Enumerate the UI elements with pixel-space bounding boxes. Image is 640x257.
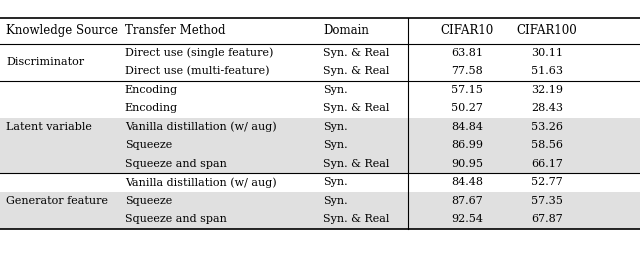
Text: Syn. & Real: Syn. & Real bbox=[323, 48, 390, 58]
Text: Transfer Method: Transfer Method bbox=[125, 24, 225, 37]
Text: 84.48: 84.48 bbox=[451, 178, 483, 187]
Text: Latent variable: Latent variable bbox=[6, 122, 92, 132]
Text: Syn. & Real: Syn. & Real bbox=[323, 104, 390, 113]
Text: Domain: Domain bbox=[323, 24, 369, 37]
Text: Direct use (single feature): Direct use (single feature) bbox=[125, 48, 273, 58]
Text: Vanilla distillation (w/ aug): Vanilla distillation (w/ aug) bbox=[125, 122, 276, 132]
Text: 51.63: 51.63 bbox=[531, 67, 563, 76]
Text: Syn.: Syn. bbox=[323, 196, 348, 206]
Text: 50.27: 50.27 bbox=[451, 104, 483, 113]
Text: 90.95: 90.95 bbox=[451, 159, 483, 169]
Text: 57.35: 57.35 bbox=[531, 196, 563, 206]
Bar bbox=[0, 192, 640, 210]
Text: 84.84: 84.84 bbox=[451, 122, 483, 132]
Text: 66.17: 66.17 bbox=[531, 159, 563, 169]
Text: Encoding: Encoding bbox=[125, 85, 178, 95]
Text: Syn.: Syn. bbox=[323, 141, 348, 150]
Text: 57.15: 57.15 bbox=[451, 85, 483, 95]
Text: 52.77: 52.77 bbox=[531, 178, 563, 187]
Text: Syn. & Real: Syn. & Real bbox=[323, 159, 390, 169]
Bar bbox=[0, 136, 640, 155]
Text: Generator feature: Generator feature bbox=[6, 196, 108, 206]
Text: Squeeze and span: Squeeze and span bbox=[125, 159, 227, 169]
Text: 77.58: 77.58 bbox=[451, 67, 483, 76]
Text: 53.26: 53.26 bbox=[531, 122, 563, 132]
Text: Syn.: Syn. bbox=[323, 122, 348, 132]
Bar bbox=[0, 155, 640, 173]
Text: Knowledge Source: Knowledge Source bbox=[6, 24, 118, 37]
Bar bbox=[0, 210, 640, 229]
Text: 30.11: 30.11 bbox=[531, 48, 563, 58]
Text: Squeeze: Squeeze bbox=[125, 141, 172, 150]
Text: Vanilla distillation (w/ aug): Vanilla distillation (w/ aug) bbox=[125, 177, 276, 188]
Text: Syn. & Real: Syn. & Real bbox=[323, 67, 390, 76]
Bar bbox=[0, 118, 640, 136]
Text: Syn.: Syn. bbox=[323, 178, 348, 187]
Text: Squeeze: Squeeze bbox=[125, 196, 172, 206]
Text: Discriminator: Discriminator bbox=[6, 57, 84, 67]
Text: Squeeze and span: Squeeze and span bbox=[125, 215, 227, 224]
Text: 58.56: 58.56 bbox=[531, 141, 563, 150]
Text: Direct use (multi-feature): Direct use (multi-feature) bbox=[125, 66, 269, 77]
Text: 28.43: 28.43 bbox=[531, 104, 563, 113]
Text: 92.54: 92.54 bbox=[451, 215, 483, 224]
Text: Syn. & Real: Syn. & Real bbox=[323, 215, 390, 224]
Text: 87.67: 87.67 bbox=[451, 196, 483, 206]
Text: 67.87: 67.87 bbox=[531, 215, 563, 224]
Text: 86.99: 86.99 bbox=[451, 141, 483, 150]
Text: CIFAR10: CIFAR10 bbox=[440, 24, 494, 37]
Text: Syn.: Syn. bbox=[323, 85, 348, 95]
Text: Encoding: Encoding bbox=[125, 104, 178, 113]
Text: 32.19: 32.19 bbox=[531, 85, 563, 95]
Text: 63.81: 63.81 bbox=[451, 48, 483, 58]
Text: CIFAR100: CIFAR100 bbox=[517, 24, 577, 37]
